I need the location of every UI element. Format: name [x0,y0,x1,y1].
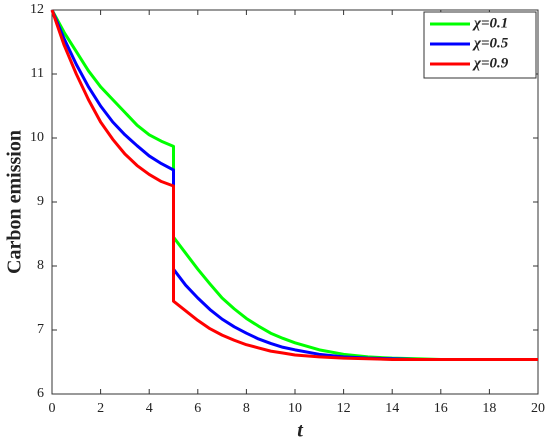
x-tick-label: 0 [49,401,56,416]
x-tick-label: 18 [482,401,496,416]
y-tick-label: 6 [37,386,44,401]
x-tick-label: 16 [434,401,448,416]
y-tick-label: 10 [30,130,44,145]
y-tick-label: 7 [37,322,44,337]
x-tick-label: 2 [97,401,104,416]
y-tick-label: 12 [30,2,44,17]
x-tick-label: 12 [337,401,351,416]
y-tick-label: 8 [37,258,44,273]
x-tick-label: 20 [531,401,545,416]
line [50,9,538,361]
x-tick-label: 8 [243,401,250,416]
x-tick-label: 10 [288,401,302,416]
x-tick-label: 6 [194,401,201,416]
legend-label: χ=0.9 [472,55,509,71]
legend-label: χ=0.5 [472,35,509,51]
legend-label: χ=0.1 [472,15,508,31]
y-tick-label: 11 [31,66,44,81]
x-tick-label: 14 [385,401,399,416]
x-tick-label: 4 [146,401,153,416]
x-axis-title: t [297,420,304,442]
y-tick-label: 9 [37,194,44,209]
y-axis-title: Carbon emission [4,130,26,274]
